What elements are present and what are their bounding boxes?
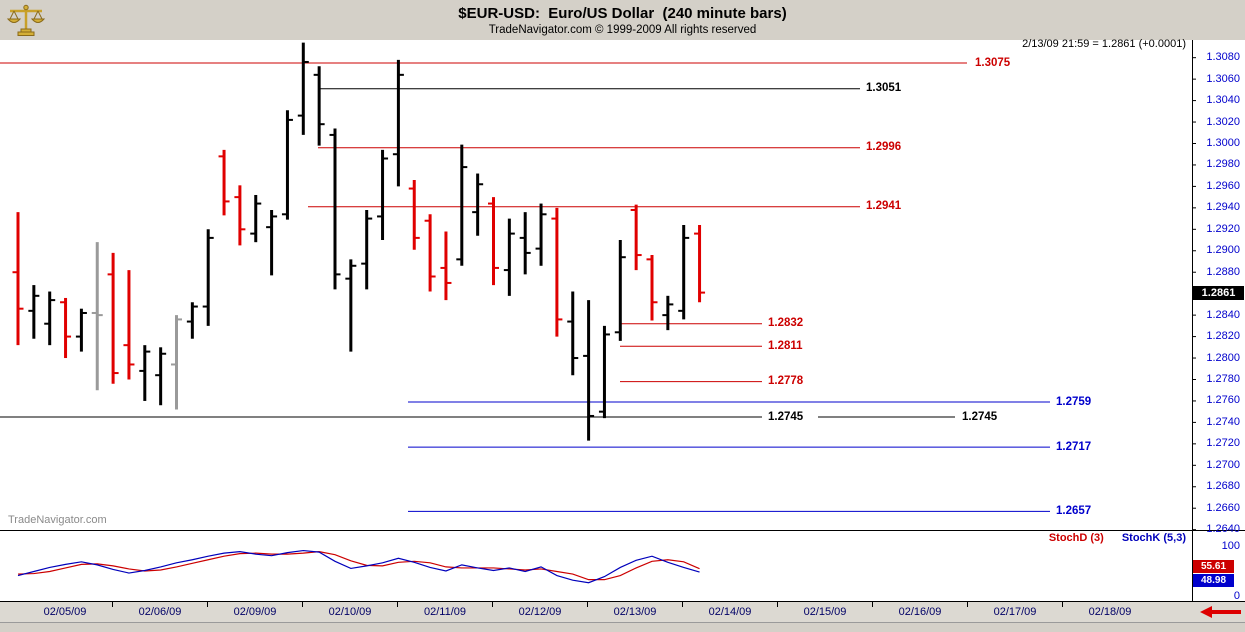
stoch-axis-top-label: 100 (1221, 540, 1240, 552)
stochk-value-badge: 48.98 (1193, 574, 1234, 587)
scales-logo-icon (6, 4, 46, 36)
stochk-legend-label: StochK (5,3) (1121, 532, 1186, 544)
scroll-left-arrow-icon[interactable] (1199, 605, 1243, 619)
stochd-legend-label: StochD (3) (1048, 532, 1104, 544)
chart-title: $EUR-USD: Euro/US Dollar (240 minute bar… (458, 5, 787, 22)
chart-subtitle: TradeNavigator.com © 1999-2009 All right… (488, 24, 757, 36)
stoch-legend: StochD (3) StochK (5,3) (1049, 532, 1186, 544)
date-axis (0, 602, 1245, 622)
watermark: TradeNavigator.com (8, 514, 107, 526)
stochd-value-badge: 55.61 (1193, 560, 1234, 573)
current-price-marker: 1.2861 (1193, 286, 1244, 300)
chart-header: $EUR-USD: Euro/US Dollar (240 minute bar… (0, 0, 1245, 40)
price-pane (0, 40, 1245, 531)
last-quote-info: 2/13/09 21:59 = 1.2861 (+0.0001) (1022, 38, 1186, 50)
price-axis-border (1192, 40, 1193, 602)
stoch-axis-bottom-label: 0 (1233, 590, 1240, 602)
bottom-scrollbar-track[interactable] (0, 622, 1245, 632)
